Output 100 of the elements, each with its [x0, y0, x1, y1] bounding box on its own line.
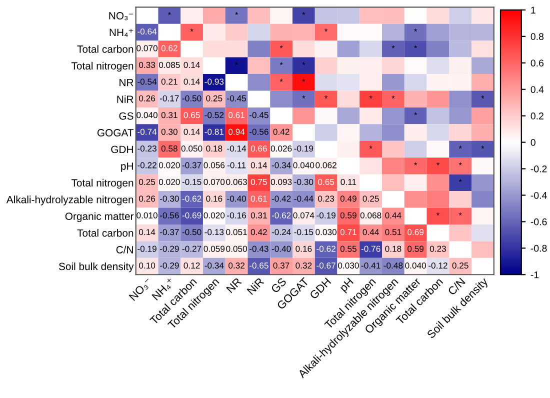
- data-label: 0.16: [296, 246, 312, 252]
- data-label: 0.11: [340, 178, 356, 185]
- data-label: -0.34: [204, 262, 224, 269]
- data-label: -0.45: [250, 112, 268, 118]
- data-label: *: [436, 162, 440, 166]
- data-label: *: [324, 96, 328, 98]
- y-tick-label: Organic matter: [65, 212, 134, 222]
- y-tick-label: NO₃⁻: [109, 12, 134, 20]
- data-label: 0.32: [296, 262, 312, 269]
- data-label: *: [481, 96, 484, 98]
- data-label: -0.17: [160, 95, 179, 102]
- data-label: *: [414, 162, 418, 166]
- y-tick-label: Total carbon: [77, 45, 134, 53]
- data-label: -0.37: [160, 229, 179, 236]
- color-bar-label: -0.8: [530, 244, 547, 252]
- data-label: -0.48: [384, 262, 403, 269]
- data-label: *: [324, 28, 328, 32]
- data-label: 0.030: [316, 229, 337, 236]
- data-label: *: [190, 28, 194, 32]
- data-label: 0.61: [228, 112, 245, 118]
- data-label: 0.31: [161, 112, 178, 118]
- data-label: -0.76: [361, 246, 380, 252]
- data-label: -0.67: [316, 262, 336, 269]
- color-bar-label: -0.6: [530, 218, 547, 226]
- data-label: -0.12: [428, 262, 448, 269]
- data-label: -0.29: [160, 262, 179, 269]
- data-label: -0.62: [316, 246, 336, 252]
- data-label: 0.056: [204, 162, 225, 168]
- data-label: 0.026: [270, 145, 292, 152]
- data-label: -0.19: [138, 246, 156, 252]
- data-label: 0.020: [158, 162, 180, 168]
- data-label: -0.23: [138, 145, 156, 152]
- y-tick-label: C/N: [116, 246, 133, 254]
- data-label: *: [414, 28, 418, 32]
- data-label: *: [458, 162, 462, 166]
- data-label: -0.29: [160, 246, 179, 252]
- data-label: 0.020: [158, 178, 180, 185]
- data-label: 0.26: [138, 196, 156, 202]
- data-label: 0.31: [250, 212, 267, 218]
- data-label: 0.12: [184, 262, 200, 269]
- data-label: 0.062: [316, 162, 336, 168]
- data-label: *: [168, 12, 171, 15]
- y-tick-label: pH: [121, 162, 133, 172]
- data-label: 0.030: [338, 262, 359, 269]
- data-label: *: [302, 62, 306, 66]
- data-label: *: [280, 62, 283, 66]
- data-label: -0.15: [182, 178, 202, 185]
- data-label: -0.50: [182, 95, 202, 102]
- data-label: -0.54: [138, 78, 157, 85]
- data-label: -0.34: [272, 162, 291, 168]
- data-label: 0.49: [340, 196, 356, 202]
- data-label: 0.75: [250, 178, 267, 185]
- data-label: 0.59: [408, 246, 424, 252]
- data-label: 0.59: [340, 212, 356, 218]
- data-label: -0.64: [138, 28, 157, 35]
- data-label: -0.13: [204, 229, 224, 236]
- data-label: -0.56: [160, 212, 179, 218]
- y-tick-label: NR: [120, 78, 134, 86]
- data-label: -0.52: [204, 112, 224, 118]
- data-label: 0.040: [405, 262, 426, 269]
- data-label: -0.30: [160, 196, 179, 202]
- data-label: -0.19: [294, 145, 314, 152]
- data-label: 0.14: [184, 128, 200, 135]
- data-label: 0.44: [385, 212, 402, 218]
- data-label: *: [235, 62, 238, 66]
- data-label: -0.65: [250, 262, 268, 269]
- data-label: *: [436, 212, 440, 216]
- data-label: -0.24: [272, 229, 291, 236]
- data-label: -0.45: [227, 95, 246, 102]
- color-bar-label: 0: [530, 139, 536, 146]
- data-label: -0.15: [294, 229, 314, 236]
- data-label: 0.050: [181, 145, 202, 152]
- data-label: -0.56: [250, 128, 268, 135]
- data-label: 0.14: [184, 78, 200, 85]
- x-tick-label: NiR: [246, 277, 264, 295]
- data-label: 0.23: [430, 246, 446, 252]
- data-label: -0.62: [272, 212, 291, 218]
- data-label: 0.33: [138, 62, 156, 68]
- data-label: 0.69: [408, 229, 424, 236]
- data-label: -0.40: [272, 246, 291, 252]
- color-bar-label: -1: [530, 271, 539, 278]
- y-tick-label: Alkali-hydrolyzable nitrogen: [6, 196, 134, 206]
- y-tick-label: GOGAT: [97, 129, 134, 136]
- data-label: 0.25: [206, 95, 222, 102]
- data-label: 0.10: [138, 262, 156, 269]
- y-tick-label: Total carbon: [77, 229, 134, 237]
- data-label: *: [414, 112, 418, 116]
- data-label: 0.32: [228, 262, 244, 269]
- data-label: *: [369, 96, 372, 98]
- color-bar-label: 0.4: [530, 86, 544, 93]
- data-label: -0.43: [250, 246, 268, 252]
- data-label: 0.55: [340, 246, 356, 252]
- data-label: 0.61: [250, 196, 267, 202]
- data-label: 0.051: [226, 229, 247, 236]
- data-label: *: [392, 45, 395, 48]
- data-label: *: [414, 45, 418, 48]
- color-bar-label: -0.2: [530, 165, 547, 172]
- data-label: -0.11: [227, 162, 246, 168]
- data-label: *: [302, 12, 306, 15]
- data-label: 0.085: [158, 62, 180, 68]
